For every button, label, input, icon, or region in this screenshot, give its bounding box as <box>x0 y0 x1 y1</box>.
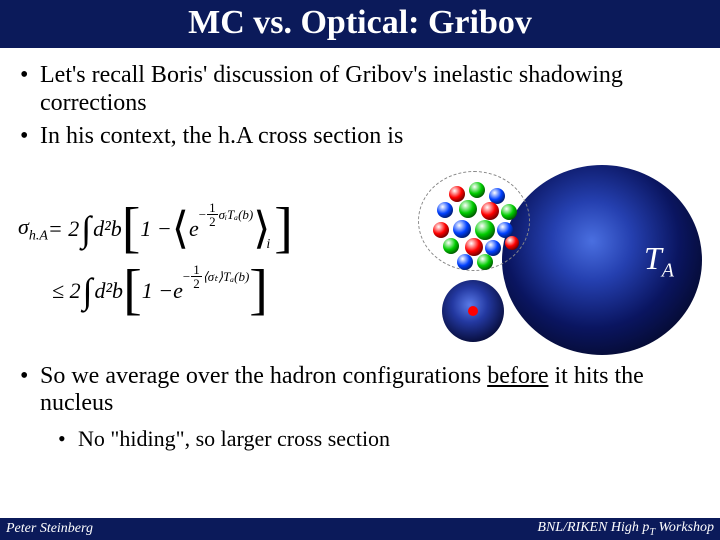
eq2-frac: 1 2 <box>191 263 202 290</box>
left-bracket-icon: [ <box>122 209 141 248</box>
eq2-one: 1 − <box>142 278 173 304</box>
bullet-2-text: In his context, the h.A cross section is <box>40 123 403 149</box>
bullet-2: In his context, the h.A cross section is <box>18 123 702 151</box>
particle <box>443 238 459 254</box>
equation-2: ≤ 2 ∫ d²b [ 1 − e − 1 2 ⟨σₜ⟩Tₐ(b) ] <box>18 270 378 312</box>
particle <box>433 222 449 238</box>
bullet-sub-1-text: No "hiding", so larger cross section <box>78 426 390 451</box>
particle <box>477 254 493 270</box>
footer-author: Peter Steinberg <box>6 521 93 537</box>
left-bracket-icon-2: [ <box>123 271 142 310</box>
eq1-d2b: d²b <box>93 216 122 242</box>
particle-cluster <box>418 171 530 271</box>
hadron-core <box>468 306 478 316</box>
particle <box>449 186 465 202</box>
eq1-sub-i: i <box>266 237 270 253</box>
particle <box>459 200 477 218</box>
left-angle-icon: ⟨ <box>172 216 189 242</box>
particle <box>465 238 483 256</box>
title-bar: MC vs. Optical: Gribov <box>0 0 720 48</box>
bullet-1-text: Let's recall Boris' discussion of Gribov… <box>40 62 623 116</box>
particle <box>469 182 485 198</box>
right-bracket-icon: ] <box>274 209 293 248</box>
bullet-3: So we average over the hadron configurat… <box>18 363 702 418</box>
eq2-tail: ⟨σₜ⟩Tₐ(b) <box>203 269 250 285</box>
particle <box>501 204 517 220</box>
content-area: Let's recall Boris' discussion of Gribov… <box>0 48 720 452</box>
eq1-eq: = 2 <box>48 216 79 242</box>
equations: σh.A = 2 ∫ d²b [ 1 − ⟨ e − 1 2 σᵢTₐ(b) ⟩… <box>18 208 378 312</box>
eq1-sub: h.A <box>29 228 48 243</box>
bullet-sub-1: No "hiding", so larger cross section <box>58 426 702 452</box>
footer-venue: BNL/RIKEN High pT Workshop <box>537 520 714 538</box>
right-bracket-icon-2: ] <box>249 271 268 310</box>
eq1-tail: σᵢTₐ(b) <box>219 207 254 223</box>
integral-icon: ∫ <box>81 208 91 250</box>
equation-area: σh.A = 2 ∫ d²b [ 1 − ⟨ e − 1 2 σᵢTₐ(b) ⟩… <box>18 165 702 355</box>
particle <box>475 220 495 240</box>
footer-bar: Peter Steinberg BNL/RIKEN High pT Worksh… <box>0 518 720 540</box>
eq2-e: e <box>173 278 183 304</box>
bullet-3-pre: So we average over the hadron configurat… <box>40 363 487 389</box>
particle <box>453 220 471 238</box>
eq1-one: 1 − <box>140 216 171 242</box>
title-text: MC vs. Optical: Gribov <box>188 4 532 41</box>
ta-label: TA <box>644 240 674 282</box>
integral-icon-2: ∫ <box>83 270 93 312</box>
eq2-d2b: d²b <box>94 278 123 304</box>
particle <box>457 254 473 270</box>
particle <box>437 202 453 218</box>
eq1-e: e <box>189 216 199 242</box>
bullet-1: Let's recall Boris' discussion of Gribov… <box>18 62 702 117</box>
particle <box>481 202 499 220</box>
diagram: TA <box>382 165 702 355</box>
eq1-sigma: σ <box>18 214 29 239</box>
bullet-3-under: before <box>487 363 548 389</box>
particle <box>505 236 519 250</box>
eq2-le: ≤ 2 <box>52 278 81 304</box>
eq1-frac: 1 2 <box>207 201 218 228</box>
equation-1: σh.A = 2 ∫ d²b [ 1 − ⟨ e − 1 2 σᵢTₐ(b) ⟩… <box>18 208 378 250</box>
